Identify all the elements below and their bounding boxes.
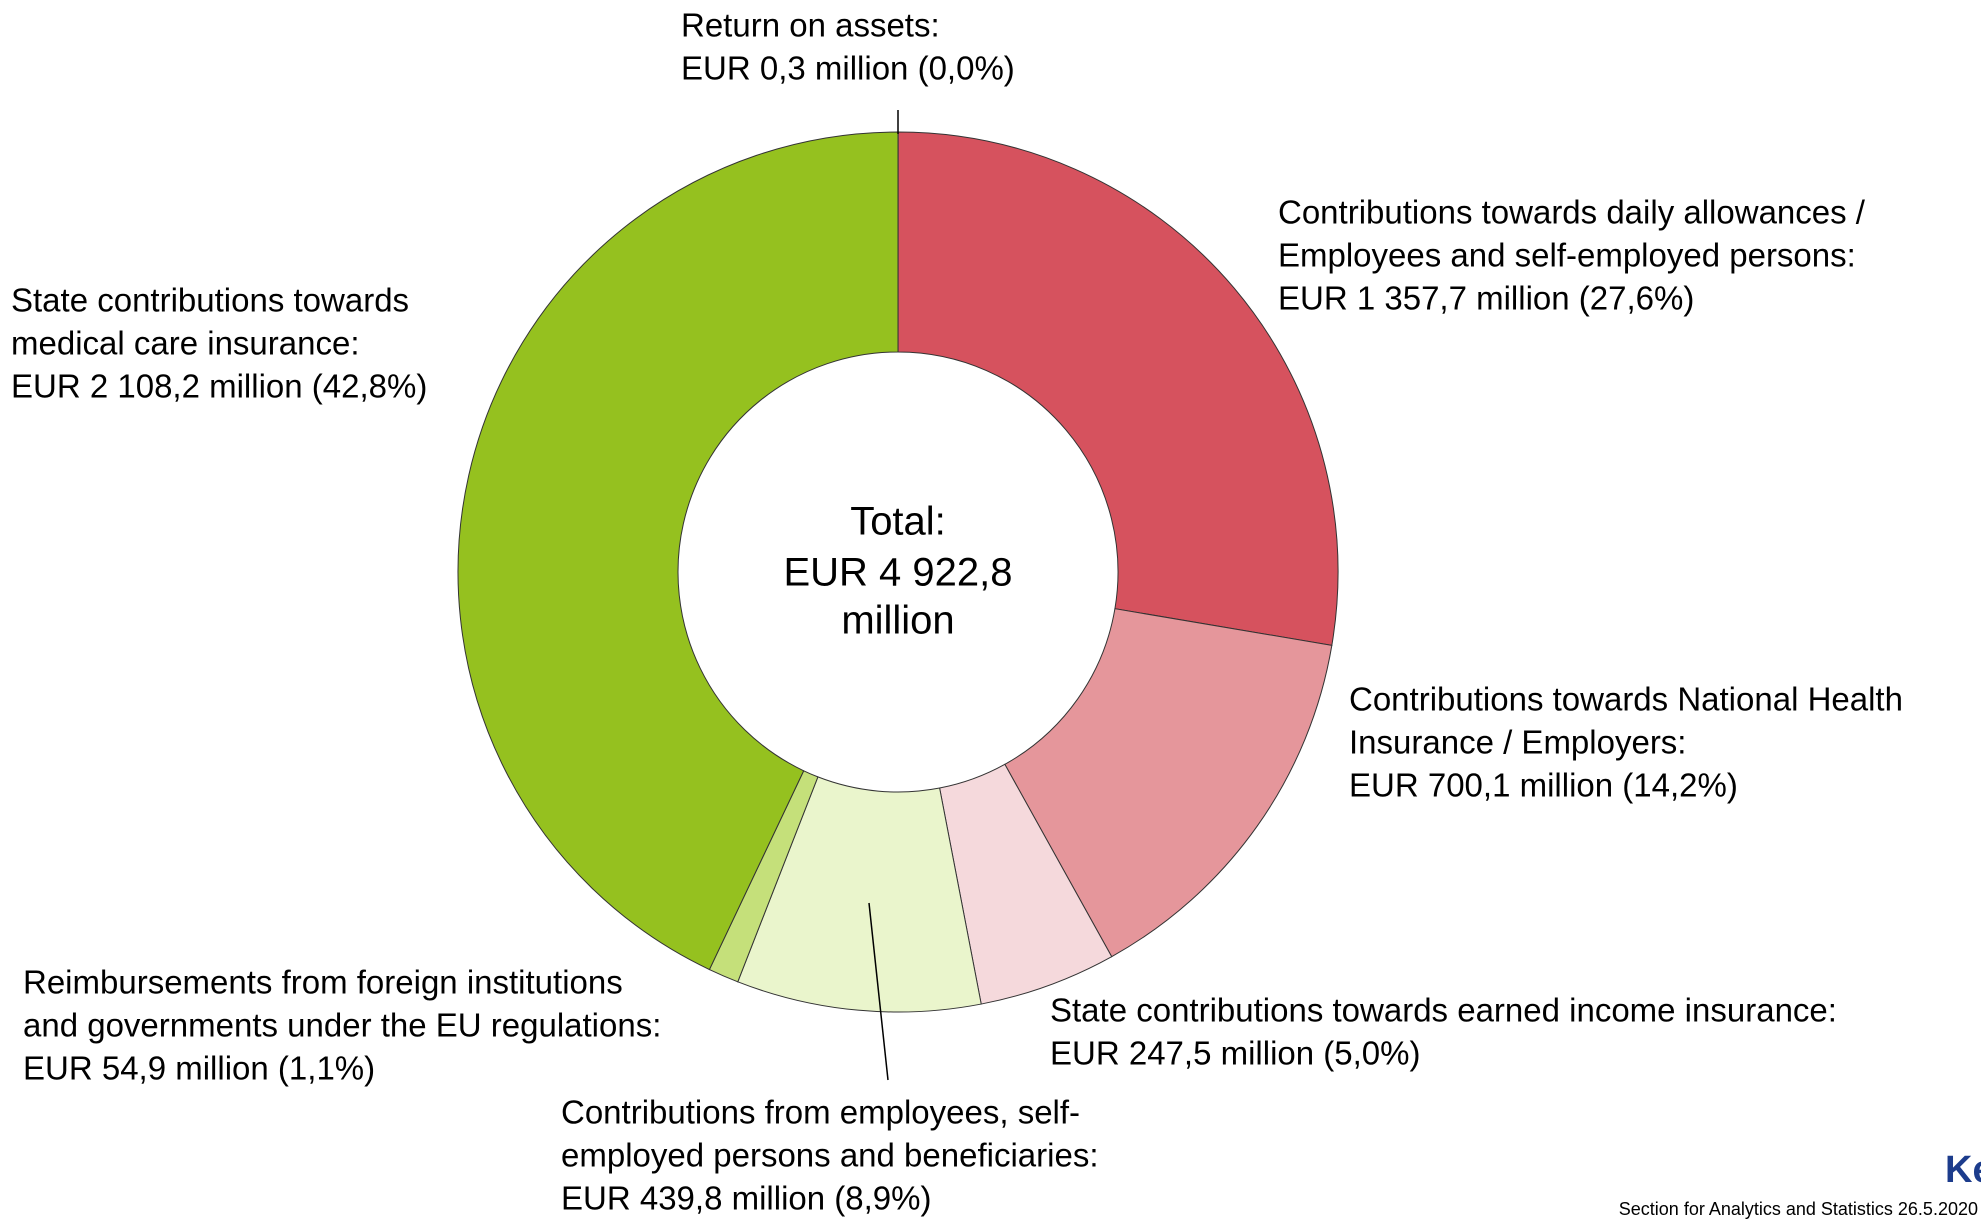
slice-label: Insurance / Employers: bbox=[1349, 724, 1686, 761]
slice-label: medical care insurance: bbox=[11, 325, 360, 362]
center-label: Total: bbox=[850, 500, 946, 544]
logo: Ke bbox=[1945, 1149, 1981, 1191]
value-label: EUR 0,3 million (0,0%) bbox=[681, 50, 1015, 87]
slice-label: State contributions towards bbox=[11, 282, 409, 319]
value-label: EUR 439,8 million (8,9%) bbox=[561, 1180, 931, 1217]
slice-label: State contributions towards earned incom… bbox=[1050, 992, 1837, 1029]
slice-label: Reimbursements from foreign institutions bbox=[23, 964, 623, 1001]
slice-label: Contributions towards daily allowances / bbox=[1278, 194, 1866, 231]
value-label: EUR 2 108,2 million (42,8%) bbox=[11, 368, 427, 405]
slice-label: employed persons and beneficiaries: bbox=[561, 1137, 1099, 1174]
slice-label: Contributions from employees, self- bbox=[561, 1094, 1080, 1131]
slice bbox=[897, 131, 1339, 646]
leader-line bbox=[868, 902, 889, 1081]
donut bbox=[457, 131, 1339, 1013]
slice-label: Employees and self-employed persons: bbox=[1278, 237, 1856, 274]
value-label: EUR 54,9 million (1,1%) bbox=[23, 1050, 375, 1087]
value-label: EUR 247,5 million (5,0%) bbox=[1050, 1035, 1420, 1072]
footer: Section for Analytics and Statistics 26.… bbox=[1619, 1199, 1978, 1219]
center-label: million bbox=[841, 599, 954, 643]
slice bbox=[457, 131, 899, 971]
value-label: EUR 1 357,7 million (27,6%) bbox=[1278, 280, 1694, 317]
slice bbox=[1004, 608, 1333, 958]
slice-label: Return on assets: bbox=[681, 7, 940, 44]
value-label: EUR 700,1 million (14,2%) bbox=[1349, 767, 1738, 804]
slice-label: Contributions towards National Health bbox=[1349, 681, 1903, 718]
slice-label: and governments under the EU regulations… bbox=[23, 1007, 661, 1044]
center-label: EUR 4 922,8 bbox=[783, 551, 1012, 595]
